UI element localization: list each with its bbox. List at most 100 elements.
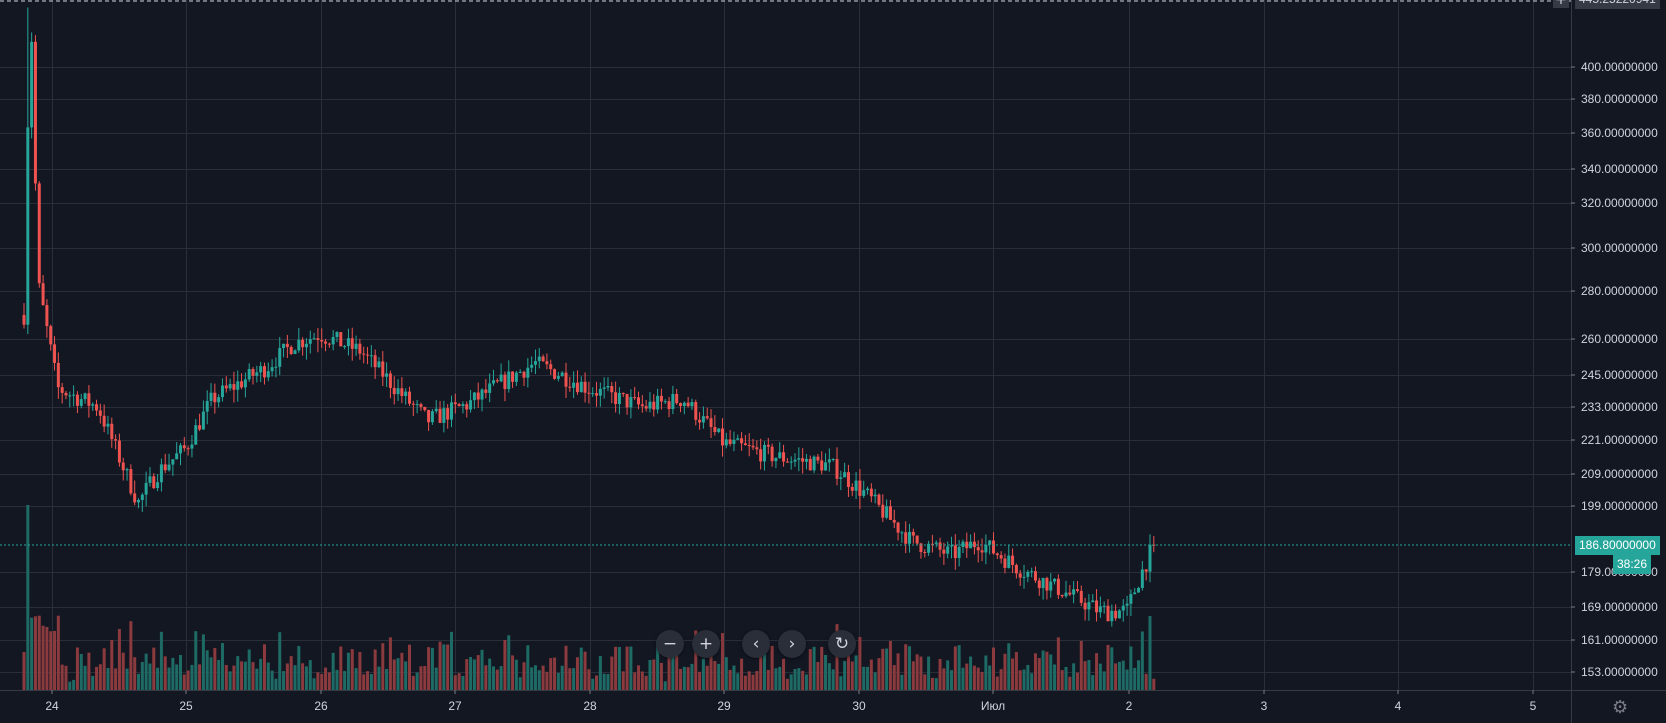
time-tick-label: 26 (314, 699, 328, 713)
price-tick-label: 260.00000000 (1581, 332, 1658, 346)
candle-body (938, 542, 942, 550)
candle-body (411, 403, 415, 405)
candle-body (927, 543, 931, 553)
candle-body (598, 388, 602, 396)
price-tick-label: 360.00000000 (1581, 126, 1658, 140)
price-tick-label: 161.00000000 (1581, 633, 1658, 647)
candle-body (285, 343, 289, 347)
volume-bar (1079, 640, 1083, 690)
candle-body (438, 408, 442, 423)
zoom-out-button[interactable]: − (656, 630, 684, 658)
candle-body (690, 402, 694, 407)
volume-bar (247, 649, 251, 690)
volume-bar (33, 616, 37, 690)
volume-bar (484, 665, 488, 690)
candle-body (362, 353, 366, 355)
zoom-in-button[interactable]: + (692, 630, 720, 658)
candle-body (434, 408, 438, 412)
candle-body (217, 397, 221, 403)
volume-bar (1114, 663, 1118, 690)
candle-body (476, 392, 480, 400)
candle-body (755, 447, 759, 450)
candle-body (293, 350, 297, 354)
volume-bar (988, 665, 992, 690)
volume-bar (98, 664, 102, 690)
volume-bar (732, 665, 736, 690)
volume-bar (476, 655, 480, 690)
candle-body (862, 490, 866, 496)
volume-bar (488, 658, 492, 690)
volume-bar (701, 658, 705, 690)
candle-body (461, 404, 465, 406)
candle-body (713, 426, 717, 432)
volume-bar (698, 671, 702, 690)
scroll-left-button[interactable]: ‹ (742, 630, 770, 658)
reset-chart-button[interactable]: ↻ (828, 630, 856, 658)
candle-body (392, 387, 396, 395)
candle-body (652, 401, 656, 410)
candle-body (144, 482, 148, 495)
candle-body (472, 392, 476, 401)
candle-body (537, 356, 541, 362)
volume-bar (457, 673, 461, 690)
volume-bar (354, 668, 358, 690)
volume-bar (41, 625, 45, 690)
candle-body (1049, 581, 1053, 591)
gear-icon[interactable]: ⚙ (1612, 697, 1629, 718)
candle-body (694, 402, 698, 420)
candle-body (854, 480, 858, 491)
candle-body (1117, 610, 1121, 619)
volume-bar (656, 640, 660, 690)
candle-body (499, 374, 503, 382)
volume-bar (117, 628, 121, 690)
candle-body (282, 343, 286, 349)
candle-body (98, 410, 102, 416)
price-tick-label: 280.00000000 (1581, 284, 1658, 298)
candle-body (331, 336, 335, 345)
volume-bar (927, 656, 931, 690)
volume-bar (892, 665, 896, 690)
volume-bar (373, 649, 377, 690)
candle-body (633, 397, 637, 399)
time-tick-label: 2 (1126, 699, 1133, 713)
candle-body (915, 535, 919, 544)
add-price-alert-button[interactable]: + (1553, 0, 1569, 8)
candle-body (304, 343, 308, 348)
volume-bar (1014, 652, 1018, 690)
grid-lines (0, 0, 1571, 690)
volume-bar (789, 674, 793, 690)
candle-body (587, 392, 591, 394)
volume-bar (953, 646, 957, 690)
time-tick-label: 30 (852, 699, 866, 713)
volume-bar (877, 658, 881, 690)
candle-body (114, 439, 118, 441)
volume-bar (266, 662, 270, 690)
candle-body (770, 446, 774, 462)
volume-bar (480, 649, 484, 690)
candle-body (675, 393, 679, 404)
scroll-right-button[interactable]: › (778, 630, 806, 658)
volume-bar (717, 663, 721, 690)
candle-body (511, 371, 515, 382)
candle-body (156, 482, 160, 489)
candle-body (228, 384, 232, 389)
candle-body (495, 380, 499, 382)
volume-bar (362, 674, 366, 690)
candle-body (953, 545, 957, 559)
volume-bar (930, 677, 934, 690)
candle-body (106, 423, 110, 427)
volume-bar (148, 663, 152, 690)
volume-bar (1098, 663, 1102, 690)
volume-bar (26, 505, 30, 690)
volume-bar (1091, 675, 1095, 690)
volume-bar (114, 668, 118, 690)
candle-body (167, 464, 171, 471)
candle-body (140, 494, 144, 500)
volume-bar (736, 673, 740, 690)
candle-body (320, 339, 324, 342)
candle-body (1125, 603, 1129, 606)
volume-bar (56, 615, 60, 690)
volume-bar (572, 668, 576, 690)
volume-bar (156, 667, 160, 690)
